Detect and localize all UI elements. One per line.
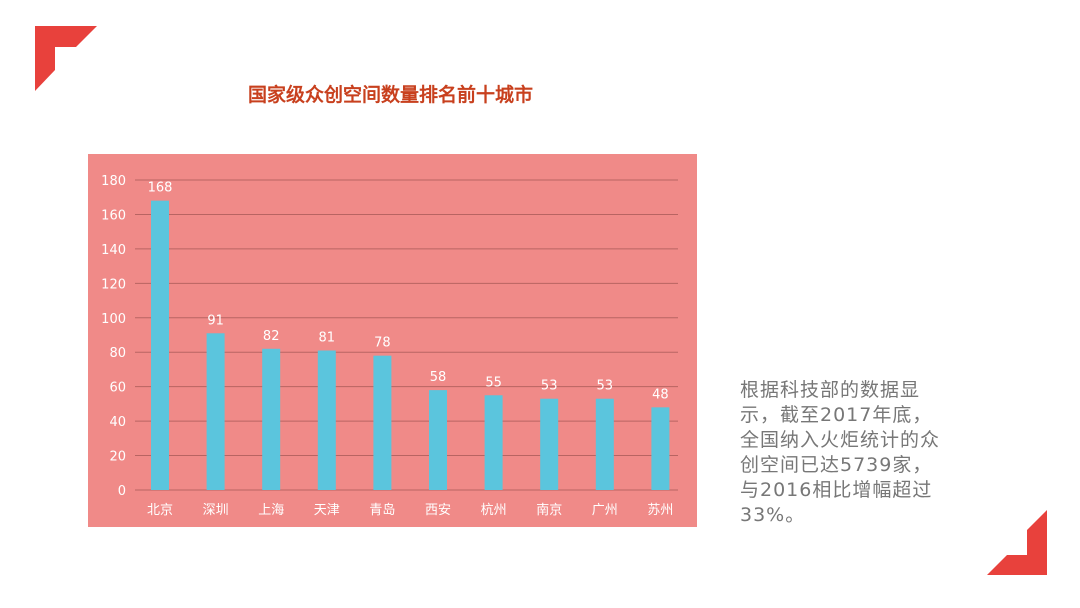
y-tick-label: 140 [101, 243, 126, 258]
bar [651, 407, 670, 490]
bar [151, 200, 169, 490]
data-label: 81 [319, 331, 336, 346]
data-label: 78 [374, 336, 391, 351]
x-tick-label: 青岛 [369, 502, 395, 518]
data-label: 82 [263, 329, 280, 344]
data-label: 168 [148, 181, 173, 196]
data-label: 91 [207, 313, 224, 328]
y-tick-label: 120 [101, 277, 126, 292]
x-tick-label: 北京 [147, 503, 173, 518]
x-tick-label: 深圳 [203, 503, 229, 518]
y-tick-label: 80 [109, 346, 126, 361]
x-tick-label: 杭州 [481, 503, 507, 518]
data-label: 48 [652, 387, 669, 402]
y-tick-label: 180 [101, 174, 126, 189]
data-label: 53 [597, 379, 614, 394]
x-tick-label: 南京 [536, 502, 562, 518]
bar [262, 348, 281, 490]
x-tick-label: 西安 [425, 503, 451, 518]
data-label: 58 [430, 370, 447, 385]
bar [206, 333, 225, 490]
bar [540, 398, 559, 490]
x-tick-label: 天津 [314, 503, 340, 518]
description-text: 根据科技部的数据显示，截至2017年底，全国纳入火炬统计的众创空间已达5739家… [740, 379, 941, 526]
y-tick-label: 40 [109, 415, 126, 430]
bar [373, 355, 392, 490]
x-tick-label: 苏州 [647, 502, 673, 518]
chart-panel [88, 154, 697, 527]
data-label: 55 [485, 375, 502, 390]
top-left-corner-decoration [35, 26, 97, 91]
chart-title-text: 国家级众创空间数量排名前十城市 [248, 84, 534, 106]
y-tick-label: 160 [101, 208, 126, 223]
y-tick-label: 0 [118, 484, 126, 499]
bar [595, 398, 614, 490]
bar [317, 350, 336, 490]
y-tick-label: 20 [109, 450, 126, 465]
x-tick-label: 上海 [258, 503, 284, 518]
bar [484, 395, 503, 490]
y-tick-label: 60 [109, 381, 126, 396]
x-tick-label: 广州 [592, 503, 618, 518]
bar [429, 390, 447, 490]
bottom-right-corner-decoration [987, 510, 1047, 575]
y-tick-label: 100 [101, 312, 126, 327]
data-label: 53 [541, 379, 558, 394]
